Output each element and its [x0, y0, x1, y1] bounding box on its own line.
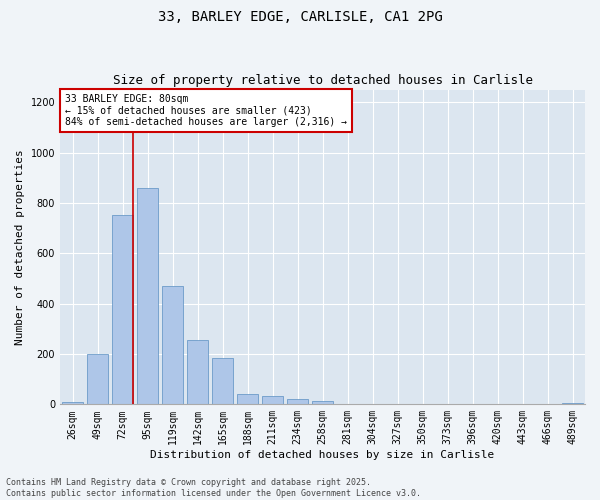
Bar [262, 396, 283, 404]
Bar [312, 402, 333, 404]
Text: 33, BARLEY EDGE, CARLISLE, CA1 2PG: 33, BARLEY EDGE, CARLISLE, CA1 2PG [158, 10, 442, 24]
X-axis label: Distribution of detached houses by size in Carlisle: Distribution of detached houses by size … [151, 450, 494, 460]
Y-axis label: Number of detached properties: Number of detached properties [15, 149, 25, 345]
Bar [87, 354, 108, 405]
Bar [162, 286, 183, 405]
Bar [237, 394, 258, 404]
Title: Size of property relative to detached houses in Carlisle: Size of property relative to detached ho… [113, 74, 533, 87]
Bar [212, 358, 233, 405]
Text: Contains HM Land Registry data © Crown copyright and database right 2025.
Contai: Contains HM Land Registry data © Crown c… [6, 478, 421, 498]
Bar [562, 403, 583, 404]
Bar [137, 188, 158, 404]
Bar [62, 402, 83, 404]
Bar [112, 216, 133, 404]
Bar [287, 400, 308, 404]
Bar [187, 340, 208, 404]
Text: 33 BARLEY EDGE: 80sqm
← 15% of detached houses are smaller (423)
84% of semi-det: 33 BARLEY EDGE: 80sqm ← 15% of detached … [65, 94, 347, 128]
